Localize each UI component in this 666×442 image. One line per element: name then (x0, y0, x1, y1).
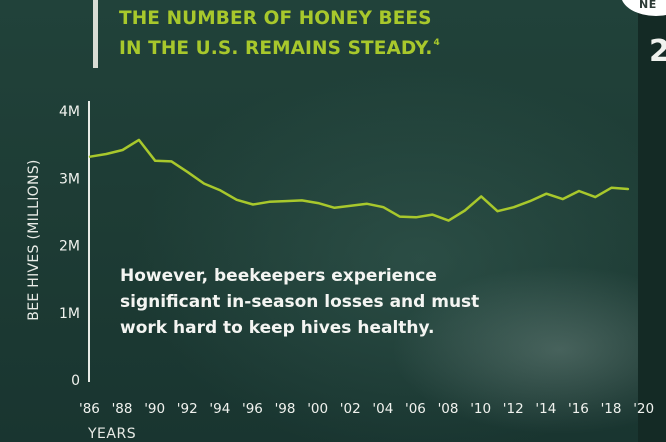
y-tick-label: 0 (71, 373, 80, 389)
x-tick-label: '86 (79, 401, 100, 417)
x-tick-label: '02 (340, 401, 361, 417)
x-axis-title: YEARS (88, 426, 137, 442)
y-tick-label: 2M (59, 239, 80, 255)
x-tick-label: '98 (275, 401, 296, 417)
x-tick-label: '06 (405, 401, 426, 417)
headline-line-2-text: IN THE U.S. REMAINS STEADY. (119, 38, 433, 59)
y-tick-label: 4M (59, 104, 80, 120)
x-tick-label: '12 (503, 401, 524, 417)
x-tick-label: '96 (242, 401, 263, 417)
right-panel (638, 0, 666, 442)
x-tick-label: '16 (568, 401, 589, 417)
corner-fragment-text: 2 (649, 34, 666, 69)
x-tick-labels: '86 '88 '90 '92 '94 '96 '98 '00 '02 '04 '06 '08 '10 '… (79, 401, 654, 417)
y-tick-labels: 0 1M 2M 3M 4M (59, 104, 80, 389)
x-tick-label: '04 (372, 401, 393, 417)
x-tick-label: '18 (601, 401, 622, 417)
x-tick-label: '94 (209, 401, 230, 417)
x-tick-label: '88 (112, 401, 133, 417)
headline: THE NUMBER OF HONEY BEES IN THE U.S. REM… (119, 6, 440, 61)
headline-accent-bar (93, 0, 98, 68)
callout-text: However, beekeepers experience significa… (120, 266, 480, 338)
x-tick-label: '90 (144, 401, 165, 417)
footnote-marker: 4 (433, 38, 440, 48)
corner-badge-text: NE (639, 0, 657, 11)
x-tick-label: '10 (470, 401, 491, 417)
headline-line-1: THE NUMBER OF HONEY BEES (119, 8, 432, 29)
y-tick-label: 1M (59, 306, 80, 322)
x-tick-label: '92 (177, 401, 198, 417)
x-tick-label: '14 (535, 401, 556, 417)
x-tick-label: '08 (438, 401, 459, 417)
x-tick-label: '20 (633, 401, 654, 417)
headline-line-2: IN THE U.S. REMAINS STEADY.4 (119, 31, 440, 61)
y-tick-label: 3M (59, 171, 80, 187)
x-tick-label: '00 (307, 401, 328, 417)
series-line-bee-hives (88, 138, 630, 222)
